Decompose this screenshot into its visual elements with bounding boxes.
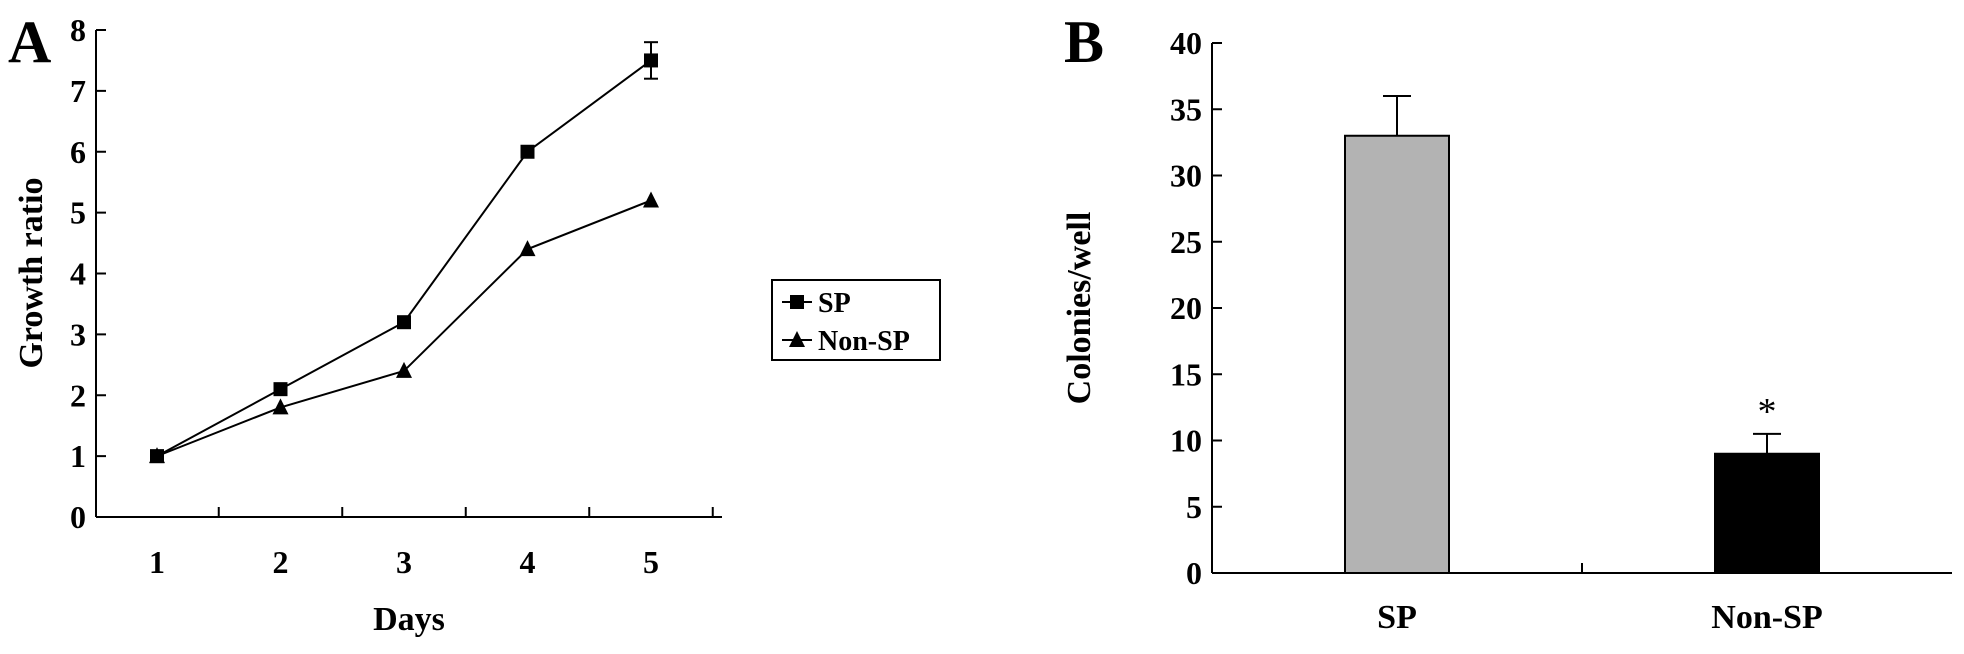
bar-non-sp (1714, 452, 1820, 574)
y-tick-label: 7 (70, 73, 86, 109)
y-tick-label: 2 (70, 377, 86, 413)
legend-non-sp-marker (789, 331, 805, 347)
data-point-sp (273, 382, 288, 397)
panel-a-y-axis-title: Growth ratio (13, 177, 50, 368)
panel-b-bars: SP Non-SP * (1344, 95, 1823, 636)
x-tick-label: 5 (643, 544, 659, 580)
y-tick-label: 40 (1170, 25, 1202, 61)
data-point-non-sp (396, 361, 412, 378)
x-tick-label: 2 (273, 544, 289, 580)
category-label-non-sp: Non-SP (1711, 599, 1822, 636)
data-point-sp (397, 315, 411, 330)
y-tick-label: 5 (1186, 489, 1202, 525)
y-tick-label: 20 (1170, 290, 1202, 326)
y-tick-label: 8 (70, 12, 86, 48)
legend-sp-marker (790, 295, 804, 309)
y-tick-label: 25 (1170, 224, 1202, 260)
panel-a-series (149, 41, 659, 464)
panel-b-y-ticks: 0 5 10 15 20 25 30 35 40 (1170, 25, 1222, 591)
data-point-non-sp (272, 398, 289, 415)
panel-a-letter: A (8, 9, 51, 75)
y-tick-label: 0 (1186, 555, 1202, 591)
data-point-sp (520, 144, 535, 159)
significance-marker: * (1758, 391, 1777, 433)
panel-b-y-axis-title: Colonies/well (1061, 212, 1098, 405)
series-line-sp (156, 59, 652, 458)
y-tick-label: 6 (70, 134, 86, 170)
y-tick-label: 3 (70, 316, 86, 352)
y-tick-label: 1 (70, 438, 86, 474)
panel-a-line-chart: A 0 1 2 3 4 5 6 7 8 1 2 3 4 5 Days Growth ratio SP N… (8, 9, 941, 638)
x-tick-label: 3 (396, 544, 412, 580)
panel-b-bar-chart: B 0 5 10 15 20 25 30 35 40 SP Non-SP * Colonies/we… (1061, 9, 1952, 636)
y-tick-label: 15 (1170, 356, 1202, 392)
category-label-sp: SP (1377, 599, 1417, 636)
panel-b-letter: B (1064, 9, 1104, 75)
y-tick-label: 10 (1170, 423, 1202, 459)
legend-non-sp-label: Non-SP (818, 326, 910, 357)
data-point-sp (644, 53, 658, 68)
panel-a-x-ticks: 1 2 3 4 5 (149, 507, 714, 580)
y-tick-label: 0 (70, 499, 86, 535)
y-tick-label: 30 (1170, 158, 1202, 194)
data-point-non-sp (519, 240, 536, 257)
y-tick-label: 5 (70, 195, 86, 231)
data-point-non-sp (149, 447, 165, 464)
panel-a-y-ticks: 0 1 2 3 4 5 6 7 8 (70, 12, 106, 535)
legend-sp-label: SP (818, 288, 851, 319)
panel-a-x-axis-title: Days (373, 601, 445, 638)
panel-a-legend: SP Non-SP (771, 279, 941, 361)
y-tick-label: 4 (70, 256, 86, 292)
data-point-non-sp (643, 191, 659, 208)
x-tick-label: 4 (520, 544, 536, 580)
x-tick-label: 1 (149, 544, 165, 580)
bar-sp (1344, 134, 1450, 574)
y-tick-label: 35 (1170, 91, 1202, 127)
